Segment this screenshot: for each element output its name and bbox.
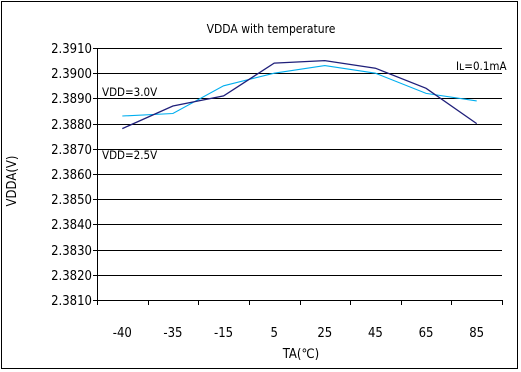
x-axis-label: TA(℃) <box>282 347 319 362</box>
vdd-high-annotation: VDD=3.0V <box>102 85 157 99</box>
series-line-vdd-3v0 <box>122 65 477 117</box>
y-tick-label: 2.3840 <box>51 218 92 233</box>
series-line-vdd-2v5 <box>122 59 478 130</box>
x-tick-label: -15 <box>214 326 233 341</box>
x-tick-label: -40 <box>113 326 132 341</box>
y-tick-label: 2.3860 <box>51 168 92 183</box>
y-tick-label: 2.3880 <box>51 118 92 133</box>
y-tick-label: 2.3820 <box>51 269 92 284</box>
x-tick-label: -35 <box>163 326 182 341</box>
x-tick-label: 5 <box>270 326 277 341</box>
y-tick-label: 2.3830 <box>51 244 92 259</box>
x-tick-label: 85 <box>469 326 484 341</box>
series-lines <box>122 59 478 130</box>
load-current-annotation: Iʟ=0.1mA <box>456 59 507 73</box>
vdd-low-annotation: VDD=2.5V <box>102 148 157 162</box>
axes <box>93 48 503 305</box>
y-tick-label: 2.3810 <box>51 294 92 309</box>
y-tick-label: 2.3900 <box>51 67 92 82</box>
chart-title: VDDA with temperature <box>207 22 336 36</box>
grid-lines <box>97 48 502 276</box>
y-axis-label: VDDA(V) <box>5 156 20 207</box>
y-tick-label: 2.3910 <box>51 42 92 57</box>
y-tick-label: 2.3890 <box>51 92 92 107</box>
x-tick-labels: -40 -35 -15 5 25 45 65 85 <box>113 326 484 341</box>
y-tick-label: 2.3870 <box>51 143 92 158</box>
x-tick-label: 45 <box>368 326 383 341</box>
x-tick-label: 65 <box>419 326 434 341</box>
y-tick-labels: 2.3810 2.3820 2.3830 2.3840 2.3850 2.3860 2.38… <box>51 42 92 309</box>
x-tick-label: 25 <box>317 326 332 341</box>
y-tick-label: 2.3850 <box>51 193 92 208</box>
